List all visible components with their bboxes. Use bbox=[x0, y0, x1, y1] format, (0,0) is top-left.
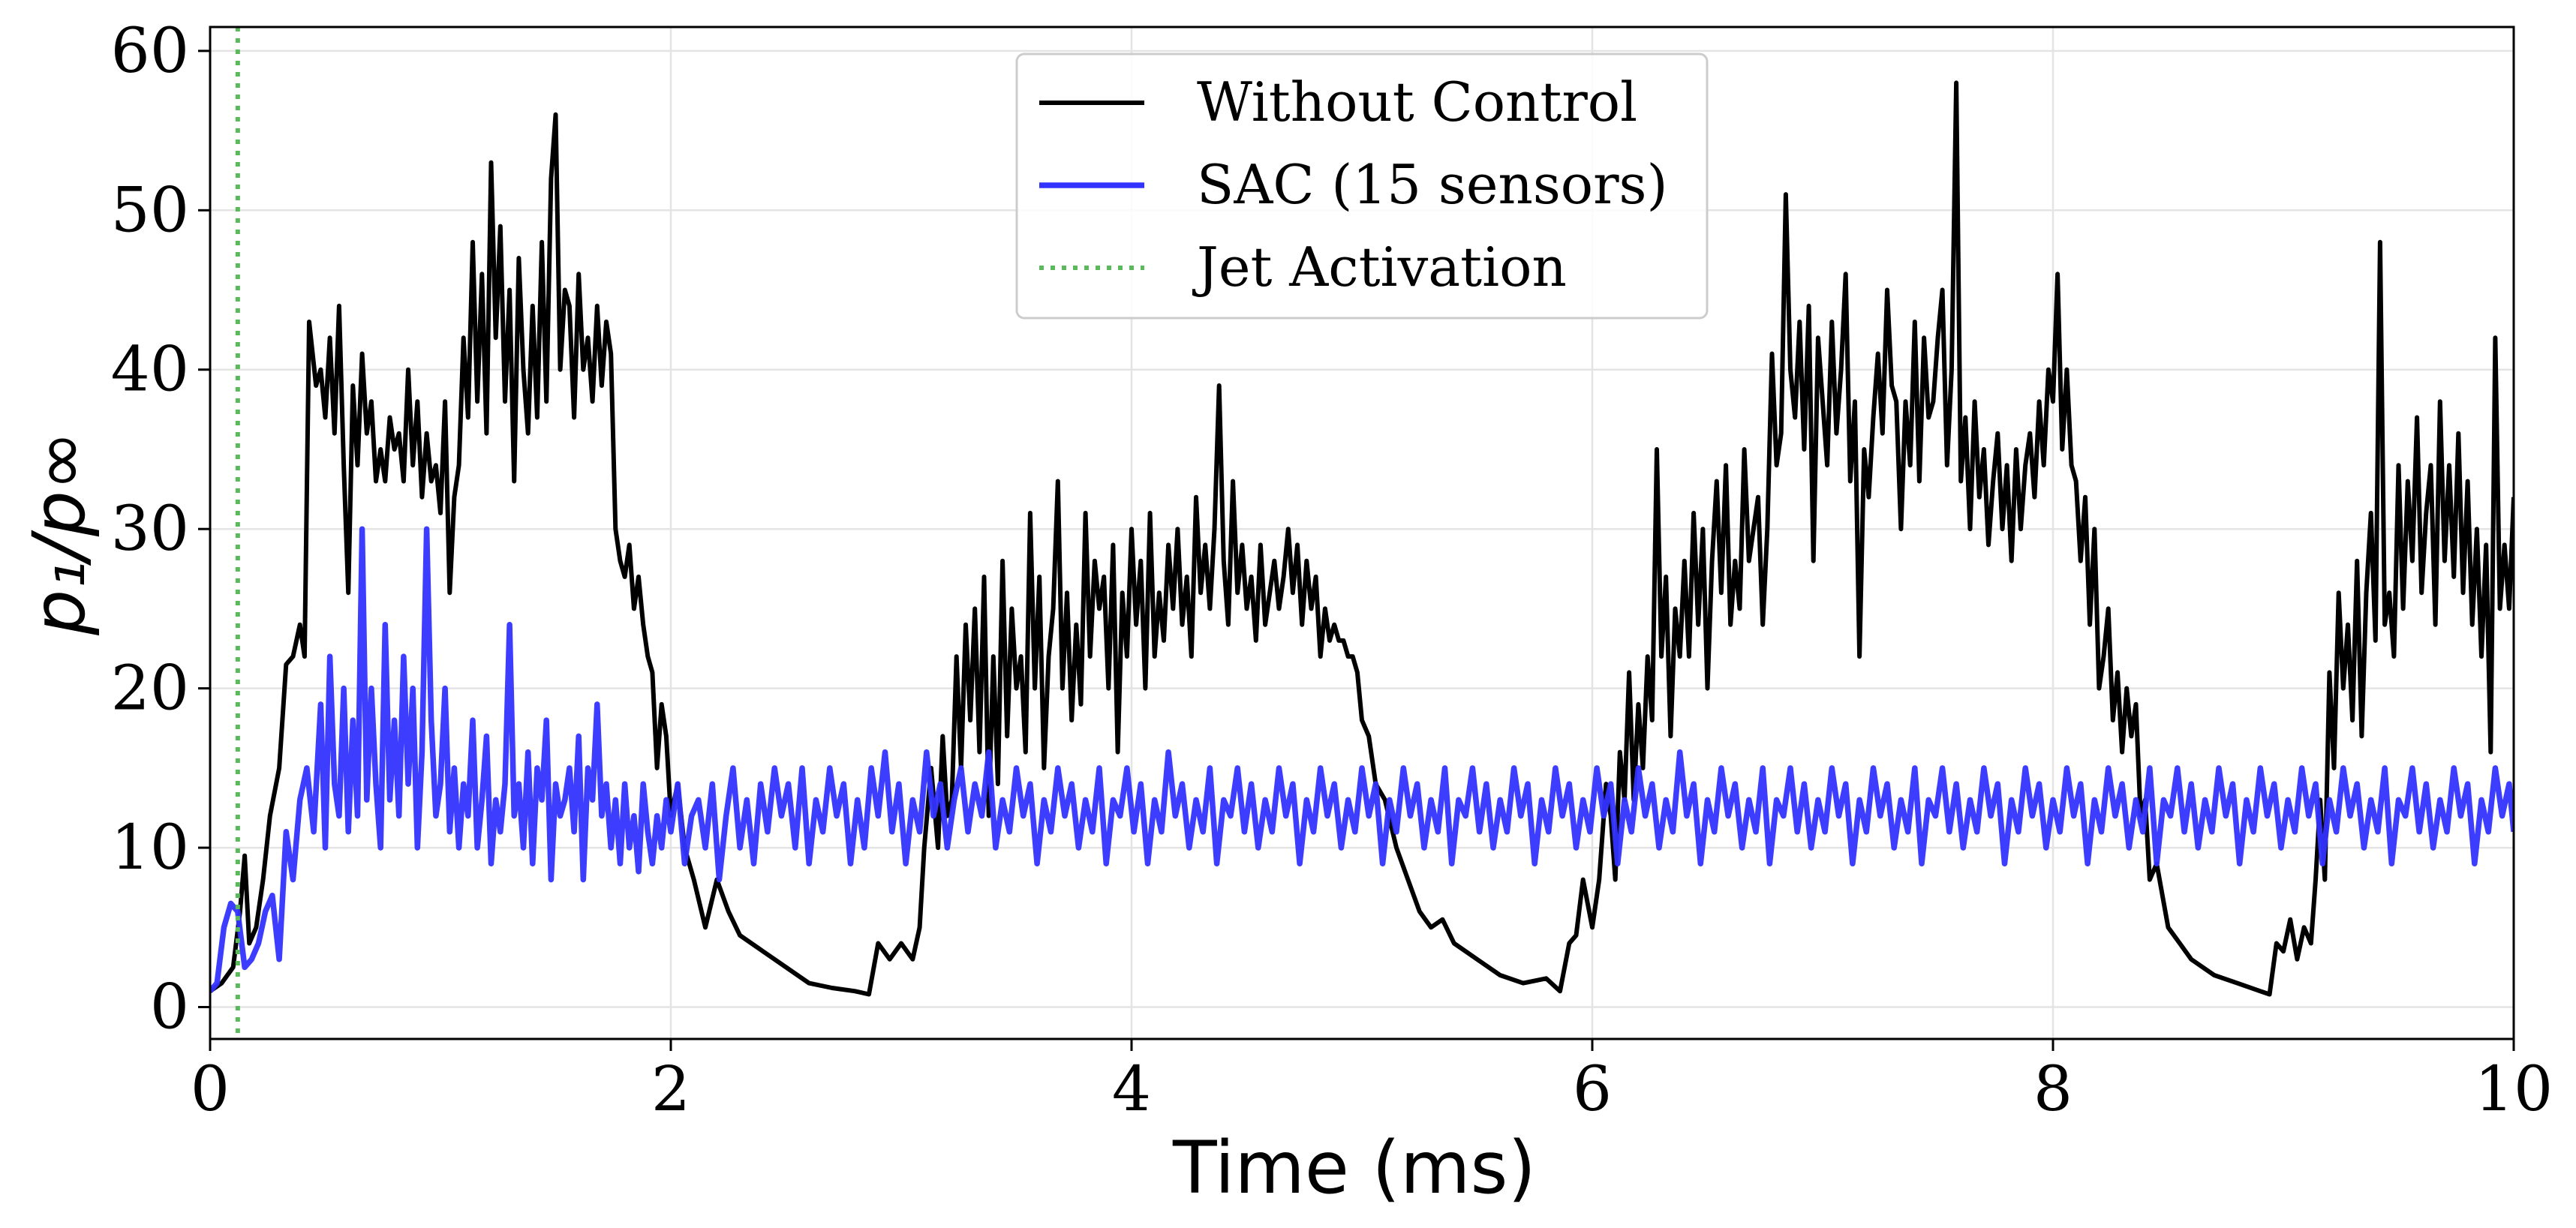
y-tick-label: 40 bbox=[111, 335, 189, 406]
series-line-sac bbox=[210, 526, 2514, 993]
legend: Without Control SAC (15 sensors) Jet Activ… bbox=[1015, 53, 1709, 320]
x-tick-label: 10 bbox=[2475, 1054, 2553, 1125]
legend-label: SAC (15 sensors) bbox=[1197, 153, 1668, 216]
y-tick-label: 50 bbox=[111, 175, 189, 246]
x-tick-label: 6 bbox=[1573, 1054, 1612, 1125]
plot-area bbox=[210, 27, 2514, 1039]
legend-label: Without Control bbox=[1197, 71, 1637, 134]
x-tick-label: 2 bbox=[651, 1054, 690, 1125]
y-tick-label: 20 bbox=[111, 653, 189, 725]
y-tick-label: 60 bbox=[111, 16, 189, 87]
y-axis-label: p₁/p∞ bbox=[17, 431, 101, 636]
axes: 0 2 4 6 8 10 0 10 20 30 40 50 60 Time (ms) p₁/p∞ bbox=[17, 16, 2553, 1210]
plot-frame bbox=[209, 26, 2515, 1040]
series-line-without-control bbox=[210, 80, 2514, 997]
x-tick-label: 0 bbox=[191, 1054, 230, 1125]
x-tick-label: 8 bbox=[2033, 1054, 2073, 1125]
y-tick-label: 30 bbox=[111, 494, 189, 565]
x-tick-label: 4 bbox=[1112, 1054, 1151, 1125]
x-axis-label: Time (ms) bbox=[1172, 1126, 1536, 1210]
y-tick-label: 10 bbox=[111, 812, 189, 884]
legend-box bbox=[1015, 53, 1709, 320]
y-tick-label: 0 bbox=[150, 972, 189, 1043]
legend-label: Jet Activation bbox=[1192, 236, 1567, 299]
